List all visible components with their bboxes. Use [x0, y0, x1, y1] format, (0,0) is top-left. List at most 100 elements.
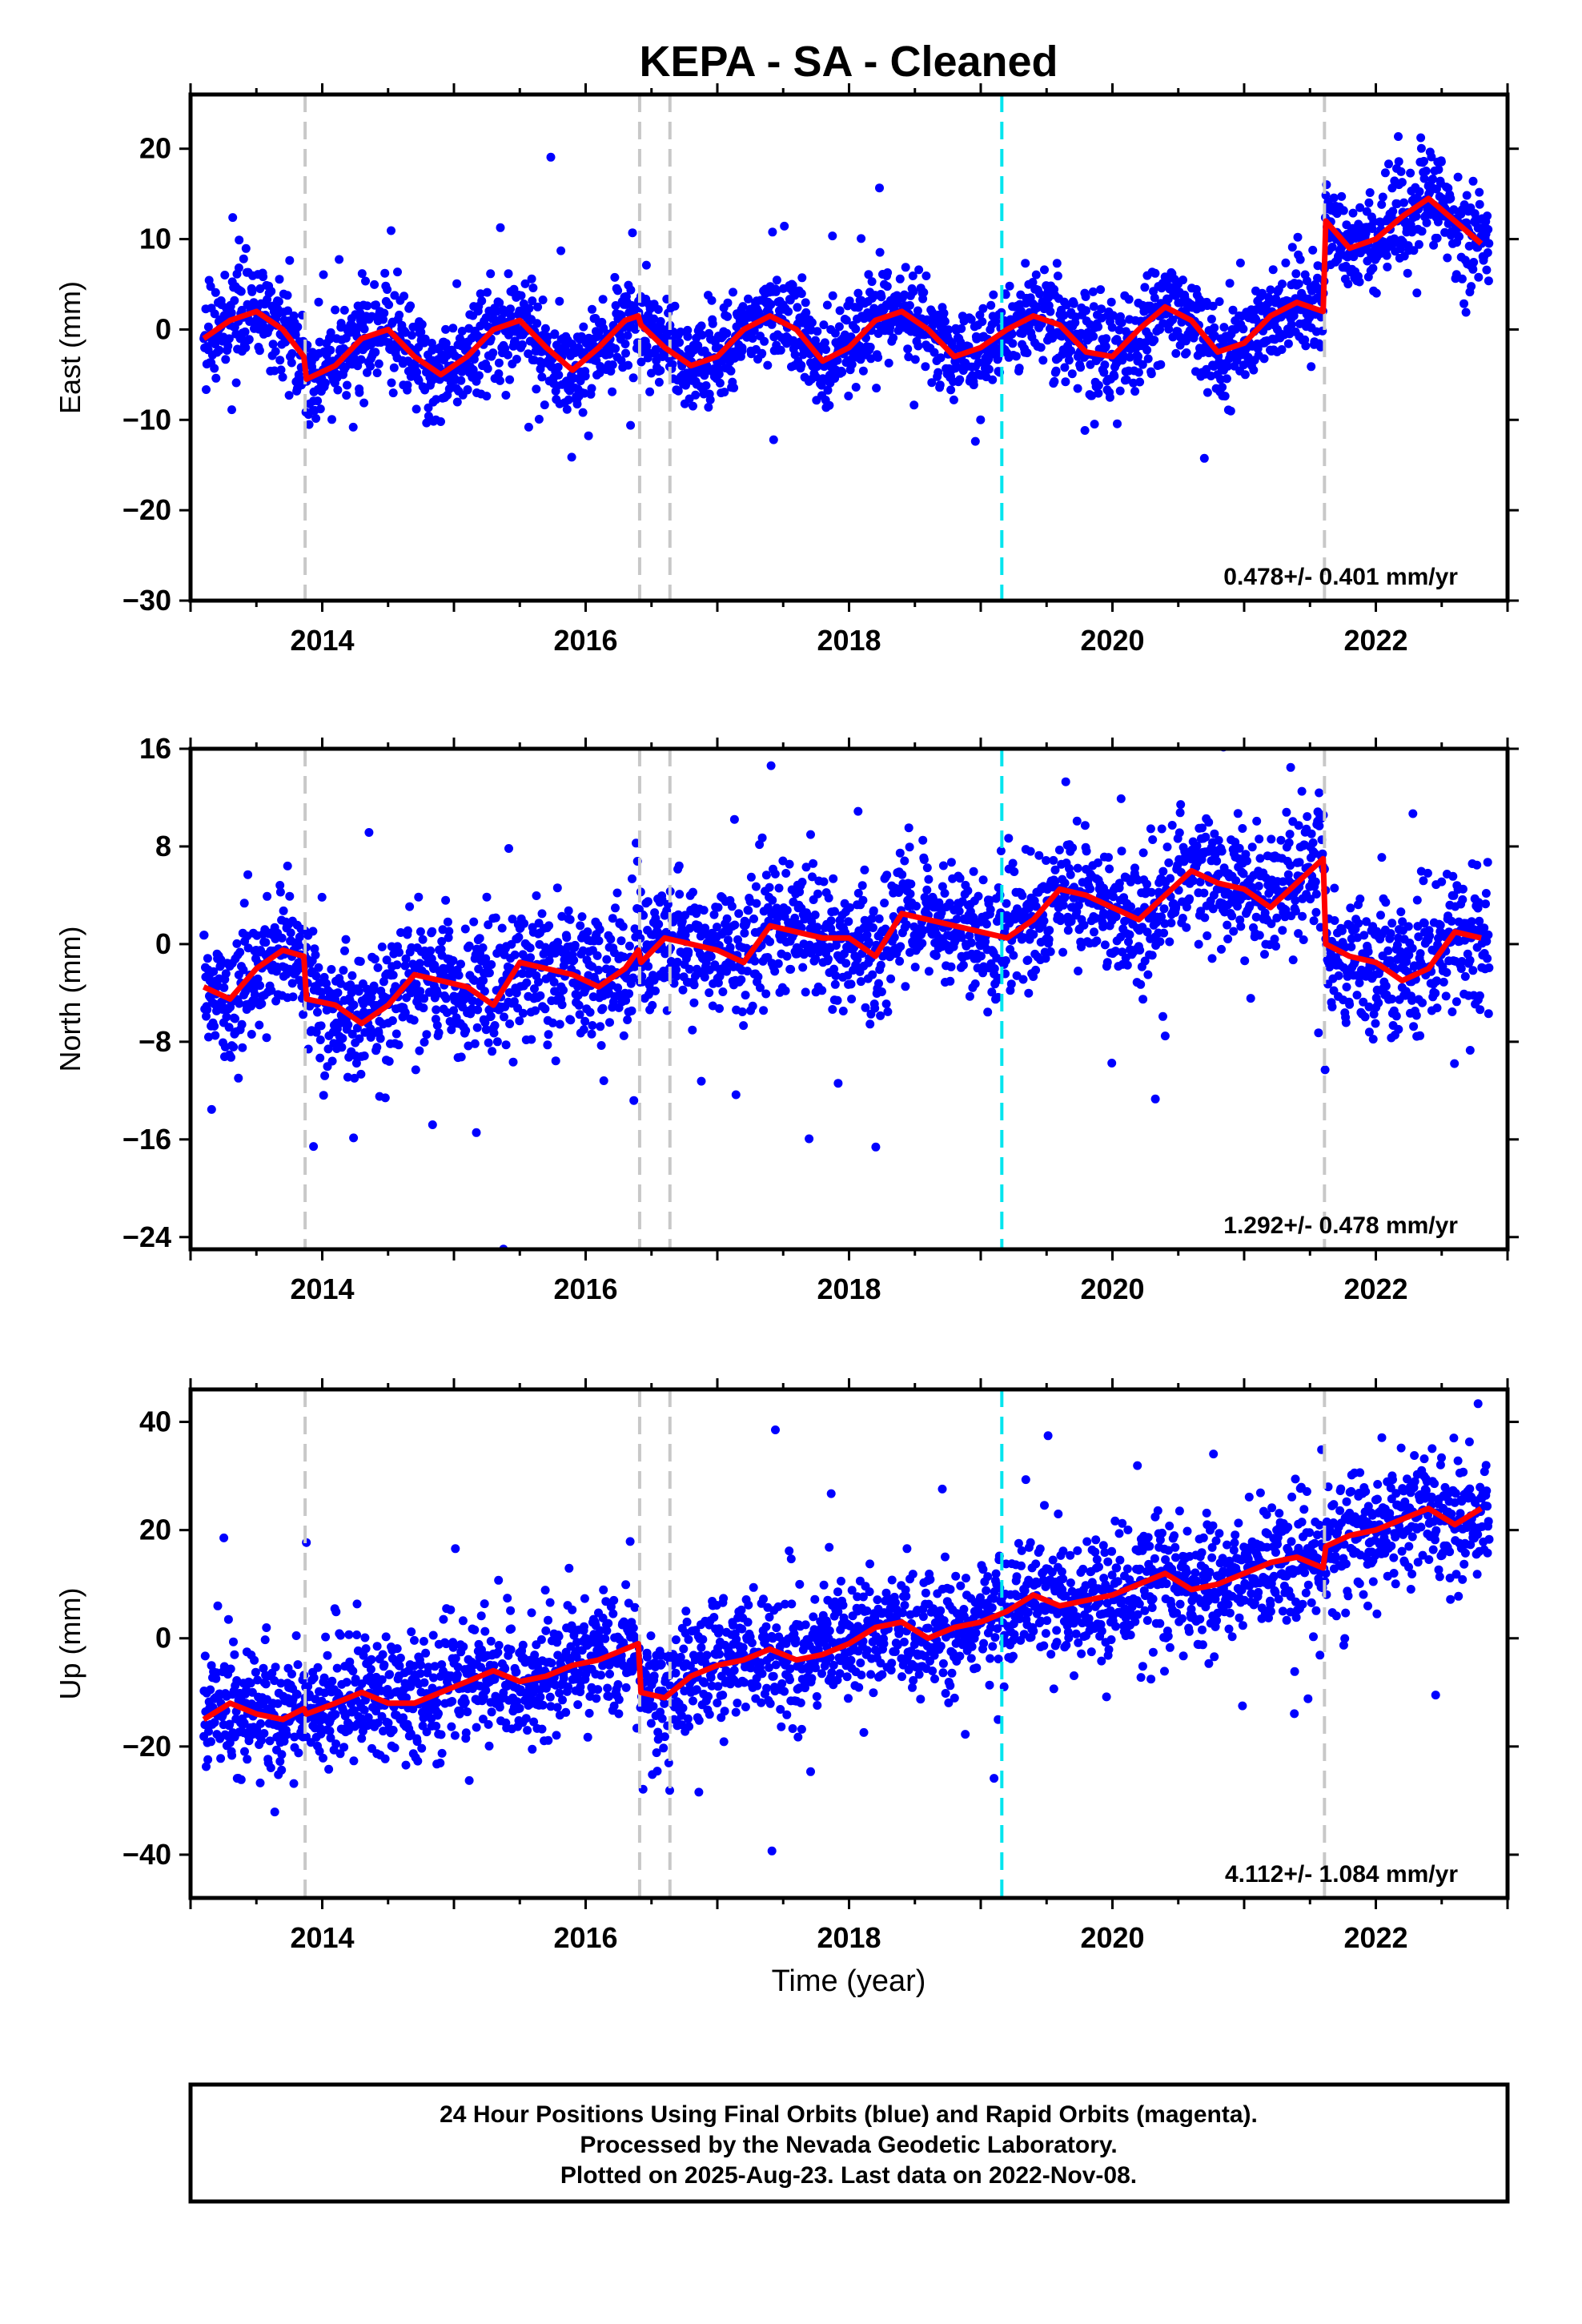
data-point: [221, 969, 231, 979]
data-point: [580, 372, 590, 381]
data-point: [1104, 853, 1113, 862]
data-point: [722, 967, 732, 976]
data-point: [1214, 835, 1223, 845]
data-point: [1113, 419, 1122, 428]
data-point: [1271, 942, 1281, 951]
data-point: [782, 951, 792, 961]
data-point: [843, 971, 853, 980]
data-point: [322, 979, 331, 988]
data-point: [1171, 903, 1181, 912]
y-tick-label: 10: [139, 223, 171, 255]
data-point: [1195, 877, 1205, 887]
data-point: [1432, 233, 1442, 243]
data-point: [881, 999, 891, 1009]
data-point: [1160, 1031, 1170, 1041]
data-point: [503, 350, 512, 360]
data-point: [1411, 211, 1421, 221]
data-point: [317, 892, 327, 902]
data-point: [1264, 298, 1274, 308]
data-point: [326, 345, 335, 355]
data-point: [626, 285, 636, 295]
data-point: [841, 959, 851, 968]
data-point: [1094, 322, 1103, 332]
data-point: [444, 927, 454, 936]
data-point: [918, 835, 928, 845]
data-point: [411, 1065, 420, 1075]
data-point: [1178, 914, 1187, 923]
data-point: [516, 291, 526, 300]
data-point: [393, 267, 402, 277]
data-point: [496, 223, 505, 232]
data-point: [1226, 406, 1235, 416]
data-point: [701, 381, 711, 390]
data-point: [599, 1076, 608, 1085]
data-point: [1158, 1011, 1167, 1021]
data-point: [1036, 343, 1046, 352]
data-point: [401, 954, 411, 963]
data-point: [210, 1021, 219, 1031]
data-point: [629, 1096, 639, 1105]
data-point: [241, 243, 251, 253]
data-point: [452, 397, 462, 407]
y-tick-label: −10: [122, 403, 171, 436]
data-point: [949, 395, 958, 404]
data-point: [483, 364, 492, 373]
data-point: [1101, 342, 1110, 352]
data-point: [262, 1033, 271, 1043]
data-point: [847, 360, 857, 369]
x-tick-label: 2020: [1080, 624, 1144, 657]
data-point: [202, 1011, 211, 1021]
data-point: [1125, 930, 1134, 939]
data-point: [456, 1052, 466, 1062]
data-point: [1229, 927, 1239, 936]
data-point: [1283, 870, 1293, 879]
data-point: [299, 1010, 308, 1019]
data-point: [683, 332, 693, 341]
data-point: [478, 943, 488, 952]
data-point: [384, 300, 394, 309]
data-point: [1056, 916, 1066, 926]
data-point: [480, 987, 489, 996]
data-point: [714, 369, 724, 379]
data-point: [331, 305, 340, 315]
data-point: [1021, 259, 1030, 268]
data-point: [405, 902, 415, 911]
data-point: [1135, 946, 1145, 955]
data-point: [500, 1012, 508, 1022]
data-point: [367, 993, 376, 1003]
data-point: [287, 979, 297, 988]
data-point: [1220, 392, 1230, 401]
data-point: [1215, 869, 1223, 879]
data-point: [1134, 368, 1143, 377]
data-point: [494, 369, 504, 379]
data-point: [536, 991, 545, 1000]
data-point: [768, 895, 777, 905]
data-point: [1134, 352, 1142, 361]
data-point: [585, 1007, 595, 1017]
data-point: [1122, 375, 1131, 384]
data-point: [490, 1021, 500, 1030]
data-point: [1178, 275, 1187, 285]
x-tick-label: 2018: [817, 624, 881, 657]
data-point: [1130, 863, 1139, 873]
data-point: [594, 936, 604, 946]
data-point: [598, 295, 608, 304]
data-point: [781, 986, 790, 995]
data-point: [1239, 869, 1248, 879]
data-point: [738, 302, 748, 312]
data-point: [771, 287, 781, 296]
data-point: [835, 306, 845, 316]
data-point: [1210, 323, 1219, 332]
data-point: [830, 907, 839, 916]
data-point: [624, 360, 633, 370]
data-point: [412, 404, 421, 414]
data-point: [623, 331, 632, 340]
data-point: [697, 330, 707, 340]
data-point: [1077, 942, 1086, 951]
data-point: [645, 387, 655, 396]
data-point: [1182, 903, 1191, 912]
data-point: [766, 761, 776, 770]
data-point: [1314, 1028, 1323, 1038]
data-point: [366, 361, 375, 371]
data-point: [828, 1005, 837, 1014]
